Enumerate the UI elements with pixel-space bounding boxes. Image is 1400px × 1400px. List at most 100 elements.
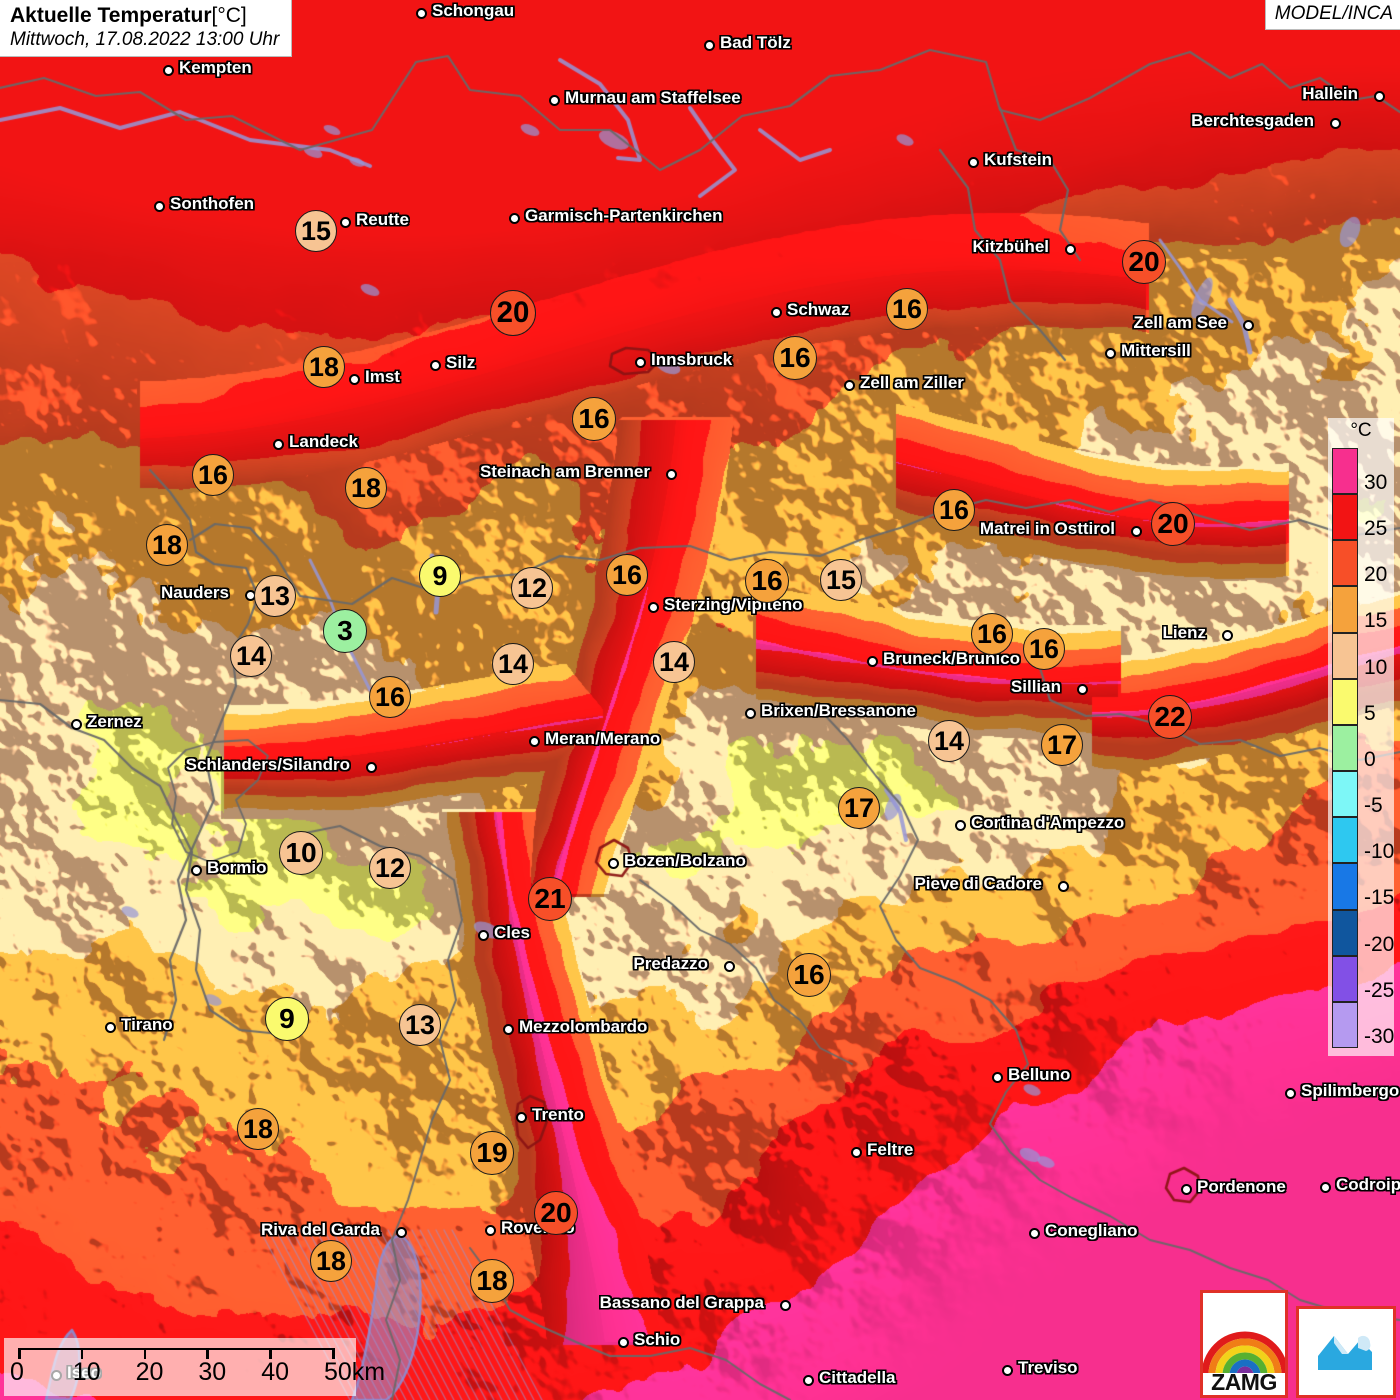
city-dot-icon [955,820,966,831]
city-dot-icon [1058,881,1069,892]
station-temperature-marker[interactable]: 14 [653,641,695,683]
city-dot-icon [349,374,360,385]
legend-tick--20: -20 [1364,932,1395,956]
city-label: Pordenone [1197,1177,1286,1196]
city-dot-icon [529,736,540,747]
city-dot-icon [396,1227,407,1238]
station-temperature-marker[interactable]: 20 [1151,502,1195,546]
city-label: Sillian [1010,677,1061,696]
station-temperature-marker[interactable]: 16 [1023,628,1065,670]
station-temperature-marker[interactable]: 9 [419,555,461,597]
distance-scale-bar: 0 10 20 30 40 50km [4,1338,385,1396]
city-label: Schwaz [787,300,850,319]
station-temperature-marker[interactable]: 12 [511,567,553,609]
city-dot-icon [509,213,520,224]
city-label: Hallein [1302,84,1358,103]
station-temperature-marker[interactable]: 16 [933,489,975,531]
station-temperature-marker[interactable]: 15 [295,210,337,252]
station-temperature-marker[interactable]: 22 [1148,695,1192,739]
city-label: Cittadella [819,1368,896,1387]
station-temperature-marker[interactable]: 20 [490,290,536,336]
city-dot-icon [478,930,489,941]
geosphere-mountain-icon[interactable] [1296,1306,1396,1398]
city-label: Zell am See [1133,313,1227,332]
city-label: Belluno [1008,1065,1071,1084]
city-dot-icon [851,1147,862,1158]
station-temperature-marker[interactable]: 12 [369,847,411,889]
station-temperature-marker[interactable]: 16 [745,559,789,603]
city-label: Spilimbergo [1301,1081,1400,1100]
scale-bar-line [18,1348,332,1360]
station-temperature-marker[interactable]: 20 [1122,240,1166,284]
city-label: Reutte [356,210,409,229]
city-label: Cortina d'Ampezzo [971,813,1125,832]
city-label: Brixen/Bressanone [761,701,916,720]
city-dot-icon [803,1375,814,1386]
station-temperature-marker[interactable]: 13 [399,1004,441,1046]
legend-swatch-20 [1332,540,1358,587]
city-dot-icon [1002,1365,1013,1376]
station-temperature-marker[interactable]: 21 [528,877,572,921]
city-dot-icon [666,469,677,480]
scale-label-50km: 50km [324,1358,386,1386]
legend-swatch--20 [1332,909,1358,956]
station-temperature-marker[interactable]: 20 [534,1191,578,1235]
station-temperature-marker[interactable]: 17 [1041,724,1083,766]
city-dot-icon [503,1024,514,1035]
station-temperature-marker[interactable]: 14 [928,720,970,762]
station-temperature-marker[interactable]: 16 [369,676,411,718]
city-label: Kitzbühel [972,237,1050,256]
station-temperature-marker[interactable]: 19 [470,1131,514,1175]
city-label: Pieve di Cadore [914,874,1042,893]
station-temperature-marker[interactable]: 17 [838,787,880,829]
zamg-rainbow-logo[interactable]: ZAMG [1200,1290,1288,1398]
station-temperature-marker[interactable]: 13 [254,575,296,617]
station-temperature-marker[interactable]: 16 [886,288,928,330]
city-dot-icon [430,360,441,371]
legend-tick-15: 15 [1364,609,1388,633]
station-temperature-marker[interactable]: 16 [192,454,234,496]
station-temperature-marker[interactable]: 18 [303,346,345,388]
station-temperature-marker[interactable]: 18 [310,1240,352,1282]
city-dot-icon [1077,684,1088,695]
city-dot-icon [1181,1184,1192,1195]
scale-tick [269,1348,272,1359]
city-label: Schlanders/Silandro [185,755,350,774]
city-label: Imst [365,367,400,386]
station-temperature-marker[interactable]: 10 [279,831,323,875]
city-label: Bormio [207,858,267,877]
city-dot-icon [549,95,560,106]
model-source-badge: MODEL/INCA [1264,0,1400,30]
city-label: Mezzolombardo [519,1017,648,1036]
scale-label-20: 20 [135,1358,164,1386]
city-dot-icon [366,762,377,773]
city-label: Matrei in Osttirol [979,519,1115,538]
station-temperature-marker[interactable]: 9 [265,997,309,1041]
city-label: Innsbruck [651,350,733,369]
station-temperature-marker[interactable]: 18 [237,1108,279,1150]
scale-label-40: 40 [261,1358,289,1386]
station-temperature-marker[interactable]: 14 [230,635,272,677]
station-temperature-marker[interactable]: 16 [787,953,831,997]
city-dot-icon [704,40,715,51]
legend-swatch--15 [1332,863,1358,910]
station-temperature-marker[interactable]: 16 [773,336,817,380]
city-dot-icon [1131,526,1142,537]
city-label: Kufstein [984,150,1052,169]
city-label: Trento [532,1105,584,1124]
station-temperature-marker[interactable]: 16 [971,613,1013,655]
city-dot-icon [608,858,619,869]
station-temperature-marker[interactable]: 15 [820,559,862,601]
station-temperature-marker[interactable]: 18 [470,1259,514,1303]
station-temperature-marker[interactable]: 3 [323,609,367,653]
city-label: Silz [446,353,476,372]
station-temperature-marker[interactable]: 18 [345,467,387,509]
station-temperature-marker[interactable]: 18 [146,524,188,566]
city-dot-icon [273,439,284,450]
city-label: Berchtesgaden [1191,111,1314,130]
city-label: Bassano del Grappa [599,1293,764,1312]
station-temperature-marker[interactable]: 16 [606,554,648,596]
station-temperature-marker[interactable]: 14 [492,643,534,685]
station-temperature-marker[interactable]: 16 [572,397,616,441]
city-label: Zernez [87,712,142,731]
